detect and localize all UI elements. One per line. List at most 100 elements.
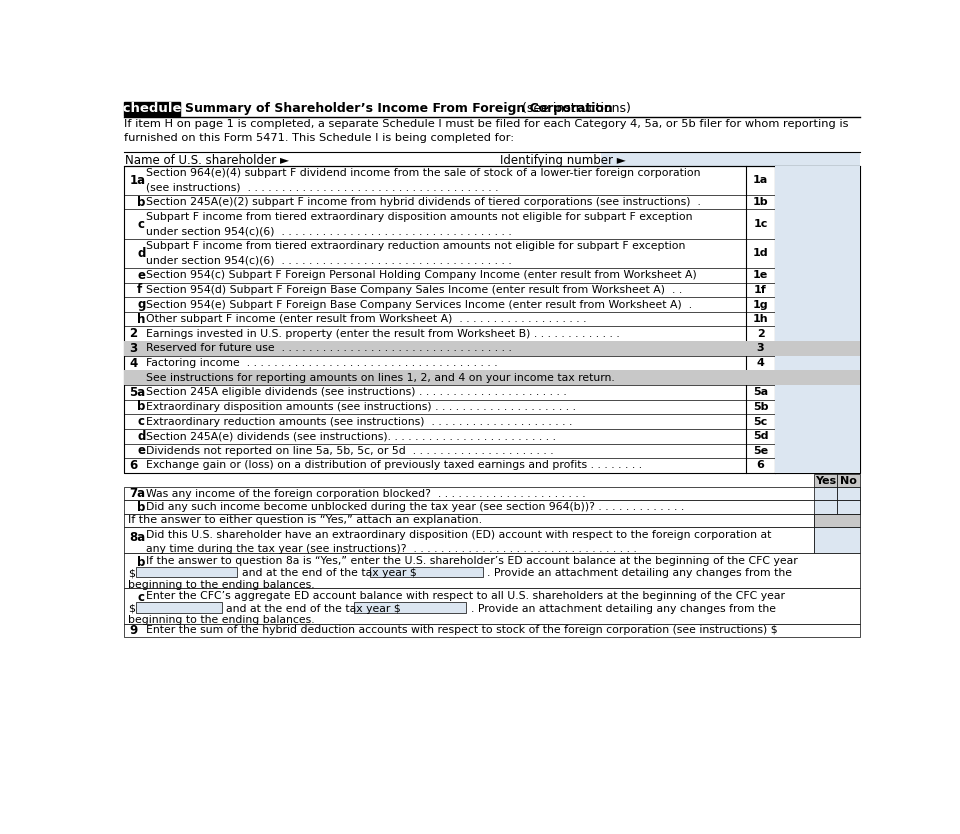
Text: under section 954(c)(6)  . . . . . . . . . . . . . . . . . . . . . . . . . . . .: under section 954(c)(6) . . . . . . . . …	[146, 255, 512, 265]
Bar	[775, 458, 860, 473]
Text: c: c	[137, 218, 144, 230]
Text: 1a: 1a	[753, 175, 768, 185]
Text: 3: 3	[756, 344, 764, 354]
Text: beginning to the ending balances.: beginning to the ending balances.	[128, 615, 314, 626]
Text: b: b	[137, 400, 145, 414]
Text: 5e: 5e	[753, 446, 768, 456]
Text: Section 245A eligible dividends (see instructions) . . . . . . . . . . . . . . .: Section 245A eligible dividends (see ins…	[146, 387, 566, 397]
Text: 1a: 1a	[130, 173, 145, 187]
Bar	[124, 500, 860, 514]
Text: 1c: 1c	[754, 219, 768, 229]
Bar	[775, 341, 860, 356]
Text: 1e: 1e	[753, 270, 768, 280]
Text: 1d: 1d	[753, 249, 768, 259]
Bar	[814, 487, 837, 500]
Text: If item H on page 1 is completed, a separate Schedule I must be filed for each C: If item H on page 1 is completed, a sepa…	[124, 119, 849, 143]
Text: Subpart F income from tiered extraordinary disposition amounts not eligible for : Subpart F income from tiered extraordina…	[146, 212, 692, 222]
Bar	[814, 526, 860, 553]
Text: Did any such income become unblocked during the tax year (see section 964(b))? .: Did any such income become unblocked dur…	[146, 502, 684, 512]
Bar	[775, 356, 860, 370]
Bar	[775, 297, 860, 312]
Text: 9: 9	[130, 624, 137, 636]
Text: 8a: 8a	[130, 531, 146, 545]
Text: . Provide an attachment detailing any changes from the: . Provide an attachment detailing any ch…	[471, 604, 776, 614]
Text: 5d: 5d	[753, 431, 768, 441]
Text: 4: 4	[130, 357, 137, 369]
Text: Other subpart F income (enter result from Worksheet A)  . . . . . . . . . . . . : Other subpart F income (enter result fro…	[146, 314, 586, 324]
Text: 1f: 1f	[755, 285, 767, 295]
Text: and at the end of the tax year $: and at the end of the tax year $	[227, 604, 401, 614]
Bar	[775, 268, 860, 283]
Text: 1h: 1h	[753, 314, 768, 324]
Bar	[124, 514, 814, 526]
Bar	[136, 602, 222, 613]
Text: f: f	[137, 284, 142, 296]
Text: Extraordinary reduction amounts (see instructions)  . . . . . . . . . . . . . . : Extraordinary reduction amounts (see ins…	[146, 416, 572, 426]
Text: 4: 4	[756, 358, 764, 368]
Bar	[775, 165, 860, 195]
Bar	[814, 500, 837, 514]
Text: Factoring income  . . . . . . . . . . . . . . . . . . . . . . . . . . . . . . . : Factoring income . . . . . . . . . . . .…	[146, 358, 497, 368]
Text: Yes: Yes	[815, 476, 836, 486]
Text: $: $	[128, 568, 134, 578]
Text: 5a: 5a	[130, 386, 146, 399]
Bar	[124, 553, 860, 588]
Text: (see instructions)  . . . . . . . . . . . . . . . . . . . . . . . . . . . . . . : (see instructions) . . . . . . . . . . .…	[146, 182, 498, 192]
Bar	[124, 487, 860, 500]
Bar	[814, 475, 837, 487]
Text: Summary of Shareholder’s Income From Foreign Corporation: Summary of Shareholder’s Income From For…	[185, 103, 612, 115]
Bar	[124, 624, 860, 637]
Text: Section 954(d) Subpart F Foreign Base Company Sales Income (enter result from Wo: Section 954(d) Subpart F Foreign Base Co…	[146, 285, 682, 295]
Bar	[837, 500, 860, 514]
Text: b: b	[137, 196, 145, 208]
Text: Earnings invested in U.S. property (enter the result from Worksheet B) . . . . .: Earnings invested in U.S. property (ente…	[146, 329, 619, 339]
Text: and at the end of the tax year $: and at the end of the tax year $	[242, 568, 417, 578]
Text: Enter the CFC’s aggregate ED account balance with respect to all U.S. shareholde: Enter the CFC’s aggregate ED account bal…	[146, 591, 784, 601]
Text: Extraordinary disposition amounts (see instructions) . . . . . . . . . . . . . .: Extraordinary disposition amounts (see i…	[146, 402, 576, 412]
Text: d: d	[137, 247, 145, 260]
Bar	[746, 370, 775, 385]
Text: Dividends not reported on line 5a, 5b, 5c, or 5d  . . . . . . . . . . . . . . . : Dividends not reported on line 5a, 5b, 5…	[146, 446, 553, 456]
Text: 5b: 5b	[753, 402, 768, 412]
Text: Section 954(e) Subpart F Foreign Base Company Services Income (enter result from: Section 954(e) Subpart F Foreign Base Co…	[146, 299, 692, 309]
Text: Did this U.S. shareholder have an extraordinary disposition (ED) account with re: Did this U.S. shareholder have an extrao…	[146, 530, 771, 554]
Text: c: c	[137, 415, 144, 428]
Text: b: b	[137, 500, 145, 514]
Text: . Provide an attachment detailing any changes from the: . Provide an attachment detailing any ch…	[487, 568, 792, 578]
Text: g: g	[137, 298, 145, 311]
Text: If the answer to question 8a is “Yes,” enter the U.S. shareholder’s ED account b: If the answer to question 8a is “Yes,” e…	[146, 556, 798, 566]
Bar	[775, 399, 860, 414]
Text: (see instructions): (see instructions)	[518, 103, 632, 115]
Bar	[124, 341, 746, 356]
Bar	[124, 370, 746, 385]
Text: 5a: 5a	[753, 387, 768, 397]
Text: Exchange gain or (loss) on a distribution of previously taxed earnings and profi: Exchange gain or (loss) on a distributio…	[146, 460, 641, 470]
Bar	[124, 102, 180, 116]
Bar	[746, 341, 775, 356]
Bar	[775, 414, 860, 429]
Text: Name of U.S. shareholder ►: Name of U.S. shareholder ►	[126, 154, 289, 167]
Bar	[837, 487, 860, 500]
Text: 5c: 5c	[754, 416, 768, 426]
Bar	[837, 475, 860, 487]
Text: d: d	[137, 430, 145, 443]
Text: Identifying number ►: Identifying number ►	[500, 154, 626, 167]
Text: 6: 6	[130, 459, 137, 472]
Text: h: h	[137, 313, 145, 325]
Text: Subpart F income from tiered extraordinary reduction amounts not eligible for su: Subpart F income from tiered extraordina…	[146, 241, 684, 251]
Text: e: e	[137, 269, 145, 282]
Text: No: No	[840, 476, 857, 486]
Text: Enter the sum of the hybrid deduction accounts with respect to stock of the fore: Enter the sum of the hybrid deduction ac…	[146, 626, 778, 636]
Text: b: b	[137, 556, 145, 569]
Bar	[136, 566, 237, 577]
Text: 6: 6	[756, 460, 764, 470]
Text: Section 245A(e)(2) subpart F income from hybrid dividends of tiered corporations: Section 245A(e)(2) subpart F income from…	[146, 197, 701, 207]
Text: 2: 2	[130, 327, 137, 340]
Bar	[814, 514, 860, 526]
Text: Section 954(c) Subpart F Foreign Personal Holding Company Income (enter result f: Section 954(c) Subpart F Foreign Persona…	[146, 270, 696, 280]
Text: 7a: 7a	[130, 487, 145, 500]
Bar	[775, 385, 860, 399]
Bar	[775, 444, 860, 458]
Text: 1g: 1g	[753, 299, 768, 309]
Bar	[124, 165, 860, 473]
